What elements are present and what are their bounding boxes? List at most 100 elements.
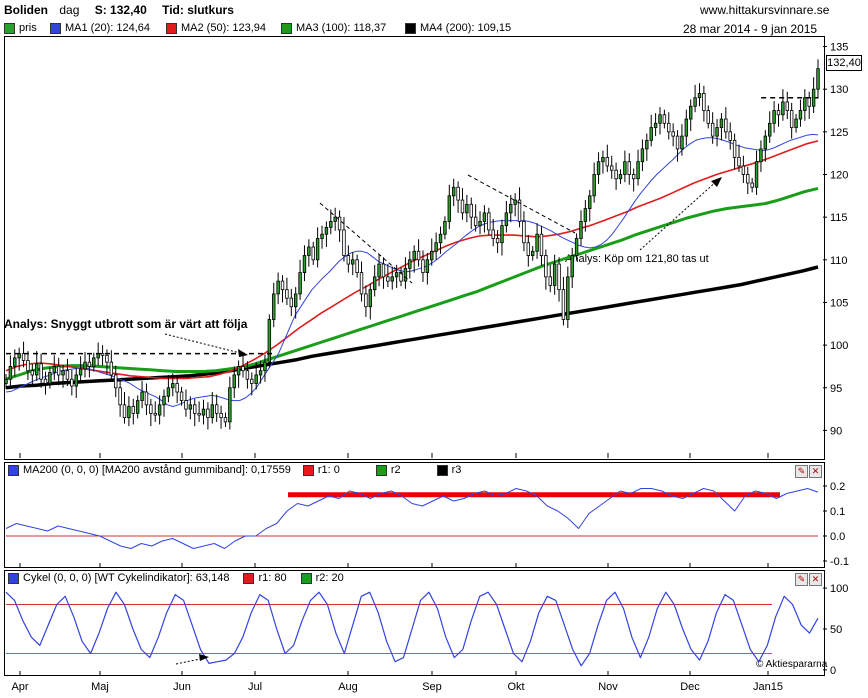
candle-body (329, 221, 333, 228)
candle-body (438, 233, 443, 244)
candle-body (631, 174, 636, 180)
candle-body (566, 276, 570, 320)
panel2-settings-icon[interactable]: ✎ (795, 465, 808, 478)
candle-body (43, 378, 48, 384)
candle-body (425, 259, 430, 273)
x-tick-label: Jun (173, 681, 191, 693)
candle-body (333, 216, 337, 222)
legend-ma2: MA2 (50): 123,94 (166, 22, 266, 34)
candle-body (162, 395, 166, 406)
candle-body (30, 370, 35, 376)
y-tick-label: -0.1 (830, 556, 849, 568)
candle-body (324, 226, 329, 235)
candle-body (653, 122, 658, 128)
legend-swatch (243, 572, 255, 584)
candle-body (105, 354, 109, 363)
candle-body (26, 360, 30, 372)
candle-body (201, 408, 206, 416)
candle-body (359, 272, 364, 295)
candle-body (337, 216, 342, 231)
y-tick-label: 135 (830, 42, 848, 54)
ma50-line (5, 140, 819, 380)
y-tick-label: 110 (830, 255, 848, 267)
x-tick-label: Nov (598, 681, 618, 693)
annotation-arrow (639, 179, 719, 251)
candle-body (236, 366, 241, 376)
candle-body (798, 110, 803, 120)
panel3-close-icon[interactable]: ✕ (809, 573, 822, 586)
y-tick-label: 125 (830, 127, 848, 139)
candle-body (667, 122, 671, 133)
price-type-label: Tid: slutkurs (162, 3, 234, 17)
candle-body (171, 383, 175, 389)
candle-body (539, 233, 544, 256)
candle-body (276, 280, 280, 295)
y-tick-label: 100 (830, 583, 848, 595)
candle-body (315, 238, 320, 261)
candle-body (579, 221, 583, 239)
candle-body (412, 250, 416, 261)
candle-body (535, 233, 539, 252)
candle-body (307, 246, 311, 256)
panel2-close-icon[interactable]: ✕ (809, 465, 822, 478)
candle-body (517, 199, 522, 222)
candle-body (70, 378, 74, 387)
candle-body (390, 276, 394, 282)
candle-body (772, 110, 776, 124)
candle-body (144, 391, 149, 406)
y-tick-label: 120 (830, 169, 848, 181)
candle-body (789, 110, 794, 128)
y-tick-label: 105 (830, 297, 848, 309)
candle-body (92, 357, 96, 367)
date-range: 28 mar 2014 - 9 jan 2015 (683, 22, 818, 36)
candle-body (768, 122, 772, 137)
candle-body (254, 374, 258, 384)
candle-body (342, 229, 346, 256)
candle-body (680, 135, 684, 150)
candle-body (781, 101, 785, 116)
candle-body (583, 208, 588, 222)
y-tick-label: 0.2 (830, 481, 845, 493)
candle-body (614, 169, 618, 180)
candle-body (175, 383, 179, 393)
cycle-panel (4, 570, 825, 676)
candle-body (416, 250, 421, 261)
candle-body (52, 366, 56, 373)
site-url[interactable]: www.hittakursvinnare.se (700, 3, 830, 17)
candle-body (811, 88, 816, 107)
candle-body (8, 366, 13, 380)
candle-body (272, 293, 276, 320)
legend-swatch (4, 22, 15, 34)
candle-body (609, 165, 614, 171)
candle-body (658, 114, 662, 124)
ma100-line (5, 186, 819, 381)
candle-body (109, 361, 114, 376)
candle-body (544, 255, 548, 278)
candle-body (710, 122, 715, 137)
panel3-settings-icon[interactable]: ✎ (795, 573, 808, 586)
candle-body (732, 139, 737, 158)
candle-body (346, 255, 351, 265)
candle-body (456, 186, 460, 201)
candle-body (355, 259, 359, 273)
candle-body (153, 412, 157, 416)
y-tick-label: 0 (830, 665, 836, 677)
candle-body (636, 161, 640, 180)
buy-annotation: Analys: Köp om 121,80 tas ut (565, 253, 709, 265)
candle-body (394, 272, 399, 278)
candle-body (552, 263, 557, 286)
arrow-head (711, 177, 722, 187)
candle-body (298, 272, 302, 295)
legend-swatch (405, 22, 416, 34)
main-legend: pris MA1 (20): 124,64 MA2 (50): 123,94 M… (0, 20, 868, 36)
legend-swatch (436, 464, 448, 476)
candle-body (206, 408, 210, 419)
candle-body (689, 105, 693, 120)
candle-body (640, 148, 645, 163)
y-tick-label: 0.0 (830, 531, 845, 543)
candle-body (228, 387, 232, 423)
candle-body (509, 203, 513, 214)
candle-body (184, 400, 188, 410)
candle-body (56, 366, 61, 376)
candle-body (364, 293, 368, 308)
